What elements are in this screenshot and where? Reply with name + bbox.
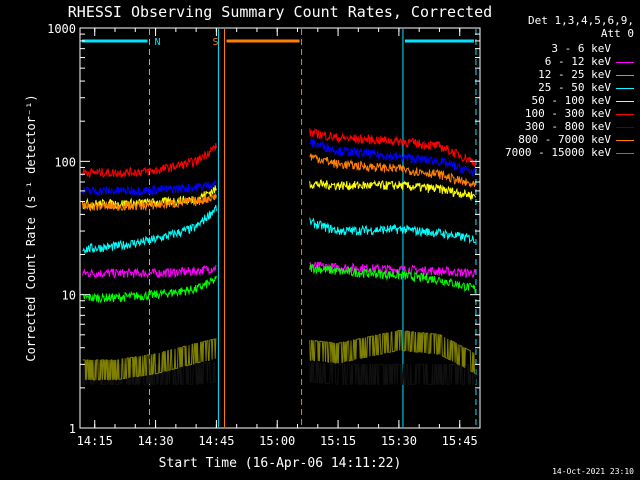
x-tick-label: 14:45 <box>198 434 234 448</box>
legend-label: 3 - 6 keV <box>551 42 611 55</box>
x-tick-label: 15:00 <box>259 434 295 448</box>
series-line <box>82 204 217 255</box>
legend: Det 1,3,4,5,6,9, Att 0 3 - 6 keV 6 - 12 k… <box>480 14 640 164</box>
series-line <box>309 217 476 245</box>
legend-entry: 6 - 12 keV <box>545 55 634 68</box>
series-line <box>82 143 217 179</box>
legend-entry: 25 - 50 keV <box>538 81 634 94</box>
series-line <box>82 179 217 197</box>
series-line <box>82 193 217 212</box>
x-tick-label: 14:15 <box>77 434 113 448</box>
series-line <box>309 179 477 202</box>
x-tick-label: 15:30 <box>381 434 417 448</box>
series-line <box>309 261 477 279</box>
series-line <box>309 136 477 177</box>
series-line <box>309 128 477 168</box>
legend-swatch <box>616 100 634 102</box>
plot-frame <box>79 27 481 429</box>
legend-label: 100 - 300 keV <box>524 107 611 120</box>
y-axis: 1 10 100 1000 <box>47 22 480 436</box>
series-line <box>82 275 217 304</box>
legend-label: 300 - 800 keV <box>524 120 611 133</box>
legend-label: 800 - 7000 keV <box>518 133 611 146</box>
series-line <box>309 153 477 189</box>
flag-label: N <box>154 37 160 48</box>
x-tick-label: 15:15 <box>320 434 356 448</box>
legend-swatch <box>616 48 634 50</box>
legend-label: 7000 - 15000 keV <box>505 146 611 159</box>
y-axis-label: Corrected Count Rate (s⁻¹ detector⁻¹) <box>24 94 38 361</box>
legend-header-detectors: Det 1,3,4,5,6,9, <box>528 14 634 27</box>
y-tick-label: 10 <box>62 289 76 303</box>
legend-header-attenuator: Att 0 <box>600 27 634 40</box>
series-line <box>309 361 477 385</box>
legend-label: 25 - 50 keV <box>538 81 611 94</box>
x-axis-label: Start Time (16-Apr-06 14:11:22) <box>159 456 402 471</box>
y-tick-label: 1000 <box>47 22 76 36</box>
legend-swatch <box>616 61 634 63</box>
x-tick-label: 14:30 <box>138 434 174 448</box>
series-line <box>82 338 217 381</box>
legend-entry: 3 - 6 keV <box>551 42 634 55</box>
legend-swatch <box>616 74 634 76</box>
series-line <box>309 329 476 375</box>
legend-label: 50 - 100 keV <box>531 94 611 107</box>
x-tick-label: 15:45 <box>442 434 478 448</box>
chart-title: RHESSI Observing Summary Count Rates, Co… <box>68 3 492 21</box>
legend-entry: 800 - 7000 keV <box>518 133 634 146</box>
y-tick-label: 1 <box>69 422 76 436</box>
legend-entry: 300 - 800 keV <box>525 120 634 133</box>
legend-entry: 50 - 100 keV <box>532 94 634 107</box>
legend-entry: 100 - 300 keV <box>525 107 634 120</box>
legend-swatch <box>616 152 634 154</box>
generation-timestamp: 14-Oct-2021 23:10 <box>552 467 634 476</box>
series-lines <box>82 128 477 385</box>
legend-label: 12 - 25 keV <box>538 68 611 81</box>
y-tick-label: 100 <box>54 155 76 169</box>
flag-label: S <box>212 37 218 48</box>
legend-swatch <box>616 87 634 89</box>
legend-entry: 12 - 25 keV <box>538 68 634 81</box>
x-axis: 14:15 14:30 14:45 15:00 15:15 15:30 15:45 <box>77 28 481 448</box>
legend-entry: 7000 - 15000 keV <box>505 146 634 159</box>
legend-swatch <box>616 113 634 115</box>
series-line <box>82 264 217 280</box>
series-line <box>309 263 477 294</box>
legend-swatch <box>616 126 634 128</box>
legend-label: 6 - 12 keV <box>544 55 611 68</box>
legend-swatch <box>616 139 634 141</box>
